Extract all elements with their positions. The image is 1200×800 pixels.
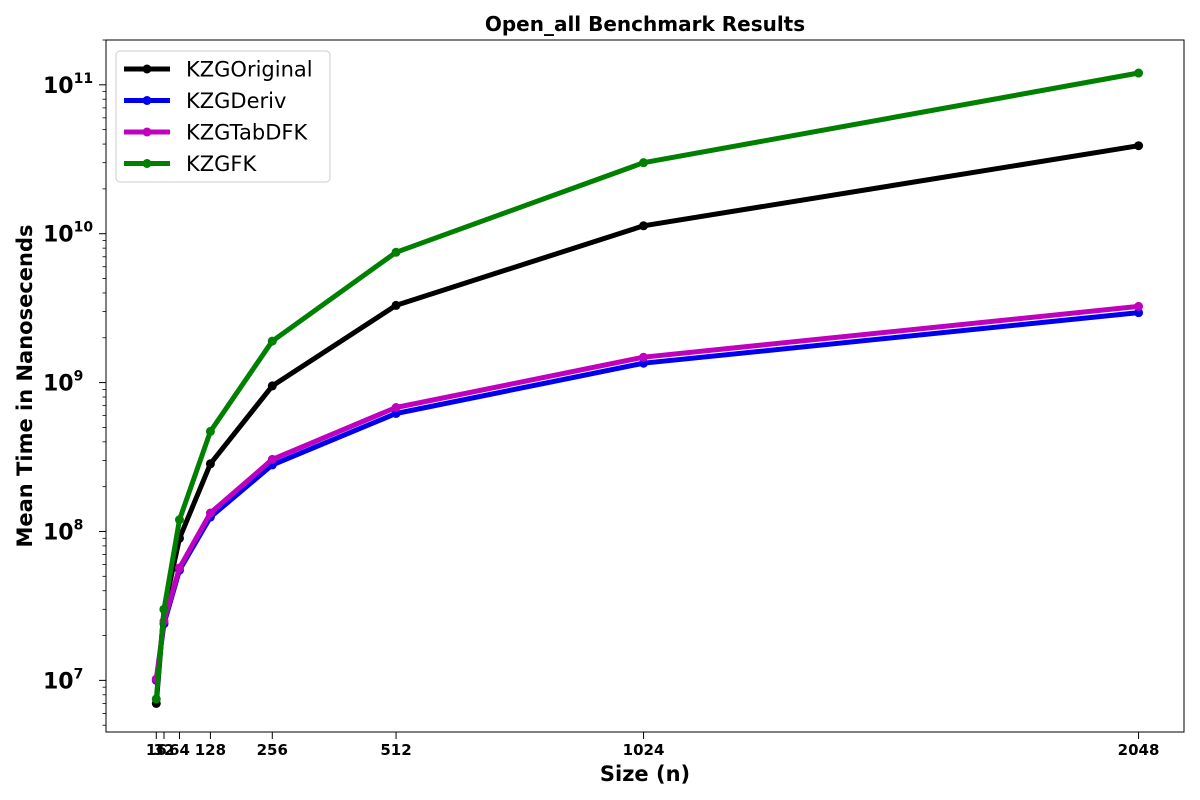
y-tick-label: 109 (43, 369, 83, 397)
x-tick-label: 2048 (1118, 741, 1160, 759)
x-tick-label: 256 (257, 741, 288, 759)
legend-marker (142, 159, 152, 168)
x-axis-label: Size (n) (600, 762, 690, 786)
x-tick-label: 512 (380, 741, 411, 759)
legend: KZGOriginal KZGDeriv KZGTabDFK KZGFK (115, 50, 331, 183)
y-axis-label: Mean Time in Nanosecends (13, 224, 37, 547)
x-tick-label: 16 (146, 741, 167, 759)
data-point (1134, 141, 1144, 151)
y-tick-label: 1010 (43, 220, 93, 248)
data-point (391, 403, 401, 413)
x-tick-label: 1024 (623, 741, 665, 759)
data-point (205, 508, 215, 518)
legend-label: KZGTabDFK (186, 121, 308, 145)
plot-area (151, 68, 1144, 708)
y-tick-label: 107 (43, 666, 83, 694)
data-point (1134, 68, 1144, 78)
data-point (159, 604, 169, 614)
data-point (174, 515, 184, 525)
data-point (639, 158, 649, 168)
chart-title: Open_all Benchmark Results (485, 12, 805, 36)
data-point (639, 221, 649, 231)
legend-marker (142, 64, 152, 74)
x-tick-label: 128 (195, 741, 226, 759)
data-point (205, 426, 215, 436)
x-tick-label: 32 (154, 741, 175, 759)
legend-box (115, 50, 331, 183)
data-point (205, 459, 215, 469)
data-point (1134, 308, 1144, 318)
y-tick-label: 108 (43, 517, 83, 545)
legend-label: KZGOriginal (186, 58, 313, 82)
data-point (267, 454, 277, 464)
legend-marker (142, 96, 152, 105)
y-tick-label: 1011 (43, 71, 93, 99)
series-line-KZGFK (153, 70, 1142, 702)
data-point (639, 352, 649, 362)
data-point (151, 694, 161, 704)
data-point (391, 247, 401, 257)
data-point (267, 336, 277, 346)
legend-label: KZGFK (186, 152, 258, 176)
data-point (391, 300, 401, 310)
plot-frame (105, 39, 1185, 733)
legend-label: KZGDeriv (186, 89, 286, 113)
data-point (174, 563, 184, 573)
data-point (267, 381, 277, 391)
legend-marker (142, 127, 152, 137)
x-tick-label: 64 (169, 741, 190, 759)
data-point (1134, 301, 1144, 311)
